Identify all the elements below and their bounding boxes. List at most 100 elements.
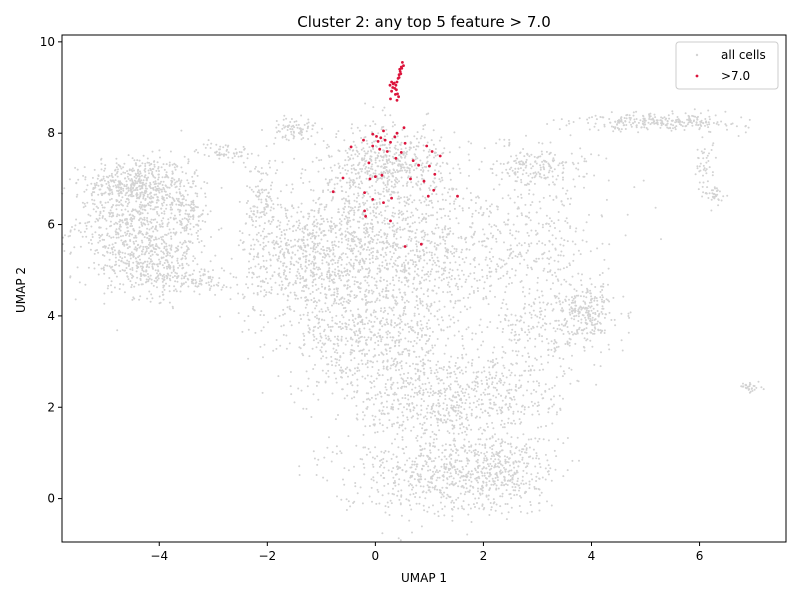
cell-point (502, 364, 505, 367)
cell-point (390, 357, 393, 360)
cell-point (332, 246, 334, 249)
cell-point (423, 136, 426, 139)
cell-point (415, 137, 418, 140)
cell-point (82, 206, 85, 209)
cell-point (358, 327, 361, 330)
cell-point (404, 283, 406, 286)
cell-point (98, 226, 101, 229)
cell-point (208, 284, 211, 286)
cell-point (348, 202, 351, 205)
cell-point (415, 404, 418, 407)
cell-point (236, 283, 239, 286)
cell-point (145, 190, 148, 193)
cell-point (459, 172, 462, 174)
cell-point (376, 179, 379, 182)
cell-point (310, 209, 313, 212)
cell-point (416, 209, 419, 211)
cell-point (432, 289, 435, 292)
cell-point (174, 280, 177, 283)
cell-point (256, 206, 259, 209)
cell-point (317, 398, 320, 401)
cell-point (352, 252, 354, 255)
cell-point (131, 298, 134, 301)
cell-point (519, 251, 521, 254)
cell-point (357, 186, 360, 189)
cell-point (278, 284, 281, 287)
cell-point (330, 178, 333, 181)
cell-point (422, 362, 425, 365)
cell-point (400, 148, 403, 151)
cell-point (362, 260, 365, 263)
cell-point (436, 218, 439, 221)
cell-point (207, 139, 210, 142)
cell-point (346, 280, 349, 283)
cell-point (527, 406, 530, 409)
cell-point (361, 363, 364, 365)
cell-point (117, 236, 120, 239)
cell-point (259, 267, 262, 270)
cell-point (283, 270, 286, 272)
cell-point (412, 146, 415, 149)
cell-point (191, 273, 194, 276)
cell-point (206, 213, 209, 216)
cell-point (277, 219, 280, 222)
cell-point (351, 374, 354, 376)
cell-point (175, 203, 178, 206)
cell-point (343, 202, 346, 205)
cell-point (453, 334, 456, 337)
cell-point (364, 171, 367, 174)
cell-point (382, 172, 385, 175)
cell-point (390, 193, 393, 196)
cell-point (210, 142, 213, 145)
cell-point (379, 269, 382, 272)
cell-point (326, 143, 329, 146)
cell-point (115, 236, 118, 239)
cell-point (363, 150, 366, 153)
cell-point (294, 297, 297, 300)
cell-point (169, 231, 172, 234)
cell-point (170, 183, 172, 186)
cell-point (408, 235, 411, 238)
cell-point (186, 179, 189, 182)
cell-point (480, 398, 483, 401)
cell-point (108, 193, 111, 196)
cell-point (319, 252, 322, 255)
cell-point (354, 367, 356, 370)
cell-point (250, 188, 253, 191)
cell-point (141, 204, 144, 207)
cell-point (405, 163, 408, 166)
cell-point (399, 291, 402, 294)
cell-point (108, 184, 111, 187)
cell-point (213, 284, 215, 287)
cell-point (261, 391, 264, 394)
cell-point (464, 402, 467, 405)
cell-point (195, 148, 198, 151)
cell-point (348, 181, 351, 184)
cell-point (358, 203, 361, 205)
cell-point (429, 270, 432, 273)
cell-point (301, 230, 304, 233)
cell-point (392, 206, 395, 209)
cell-point (217, 281, 220, 284)
cell-point (365, 268, 367, 271)
cell-point (293, 157, 296, 160)
cell-point (418, 376, 421, 379)
cell-point (371, 254, 374, 257)
cell-point (386, 205, 389, 208)
cell-point (343, 297, 346, 300)
cell-point (476, 385, 479, 388)
cell-point (395, 274, 398, 277)
cell-point (487, 359, 490, 362)
cell-point (125, 187, 128, 190)
cell-point (170, 202, 173, 205)
cell-point (131, 274, 134, 277)
cell-point (358, 129, 361, 132)
cell-point (398, 180, 400, 183)
cell-point (172, 228, 175, 230)
cell-point (373, 385, 376, 388)
cell-point (284, 287, 287, 290)
cell-point (166, 277, 168, 280)
cell-point (468, 159, 471, 162)
cell-point (318, 196, 321, 199)
cell-point (349, 219, 351, 222)
